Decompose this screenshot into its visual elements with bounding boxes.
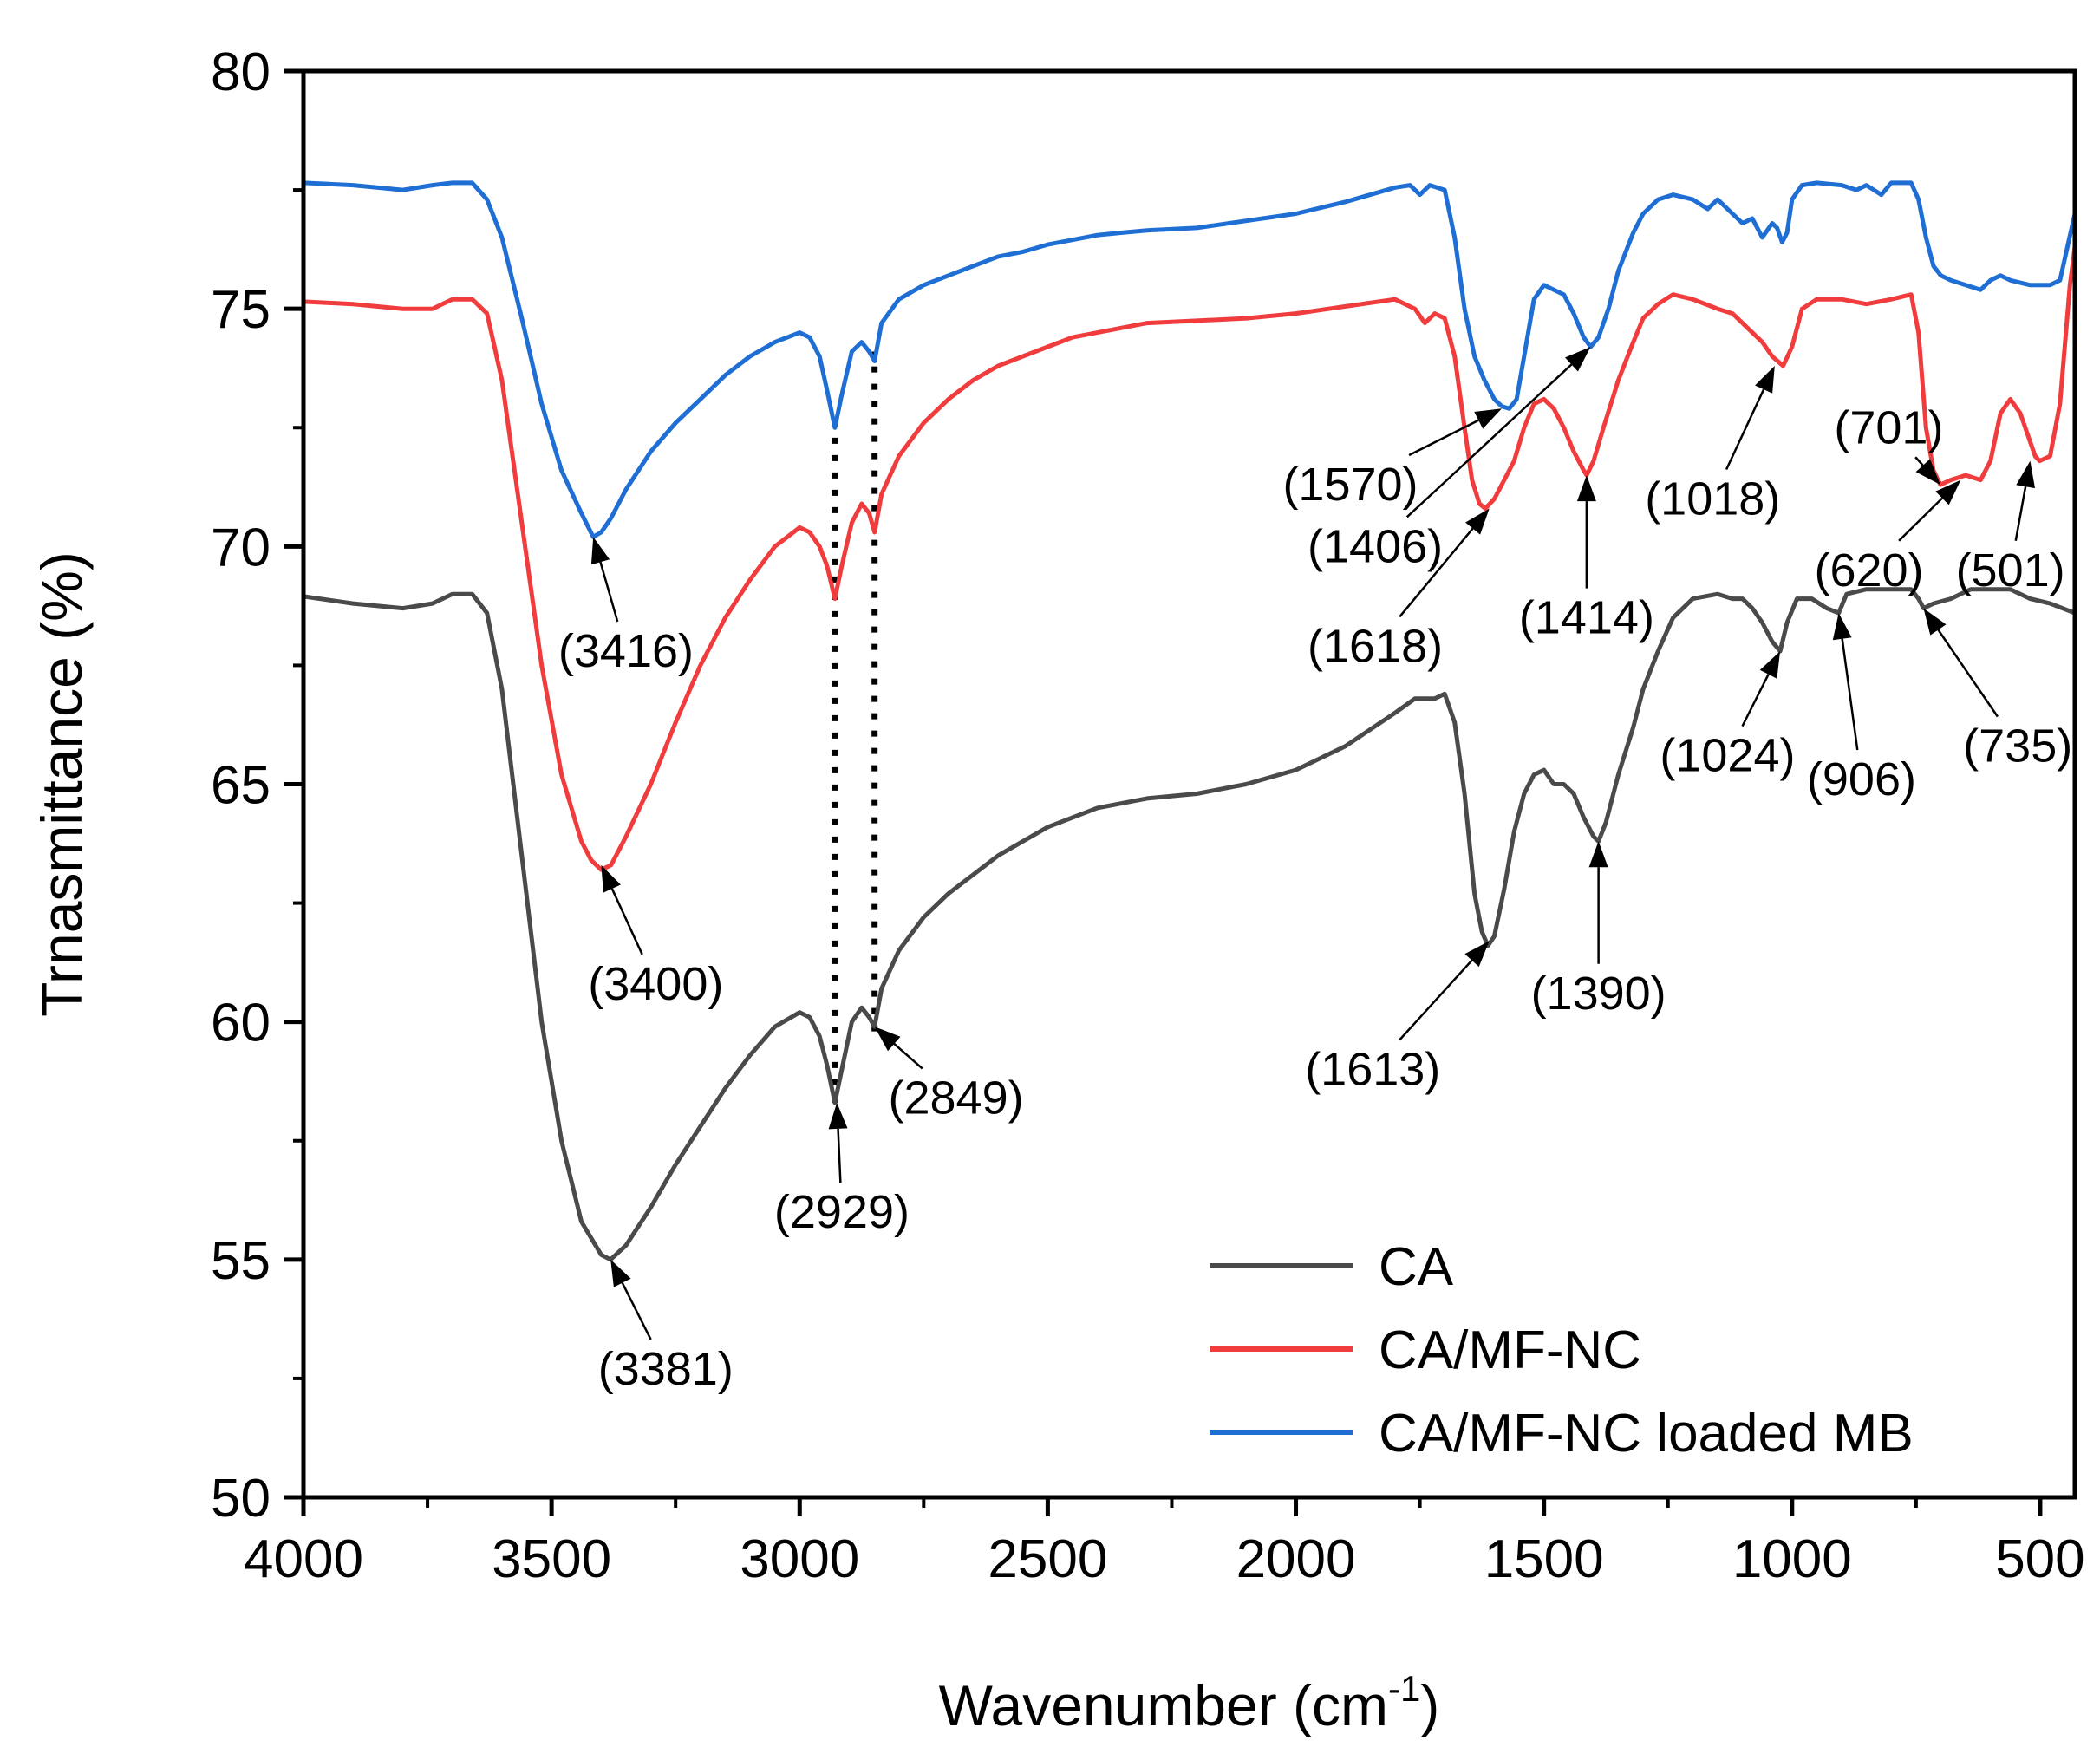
peak-label-14: (1613) bbox=[1305, 1044, 1440, 1096]
x-tick-label-1000: 1000 bbox=[1732, 1529, 1852, 1589]
x-tick-label-500: 500 bbox=[1995, 1529, 2084, 1589]
peak-arrow-head-4 bbox=[828, 1102, 848, 1130]
y-tick-label-80: 80 bbox=[211, 42, 271, 102]
peak-label-3: (3381) bbox=[598, 1343, 734, 1395]
peak-arrow-head-10 bbox=[1755, 366, 1775, 394]
y-tick-label-65: 65 bbox=[211, 756, 271, 816]
peak-arrow-head-18 bbox=[1923, 608, 1947, 636]
peak-arrow-head-17 bbox=[1832, 613, 1852, 641]
series-line-1 bbox=[303, 587, 2076, 1262]
peak-arrow-head-13 bbox=[2016, 460, 2035, 489]
y-axis-title: Trnasmittance (%) bbox=[29, 551, 94, 1017]
peak-arrow-head-15 bbox=[1588, 841, 1608, 868]
peak-arrow-head-7 bbox=[1565, 347, 1591, 372]
peak-label-2: (3400) bbox=[588, 958, 723, 1010]
x-tick-label-3000: 3000 bbox=[740, 1529, 859, 1589]
peak-arrow-head-14 bbox=[1464, 941, 1490, 968]
peak-annotations: (3416) (3400) (3381) (2929) (2849) (1570) (140… bbox=[558, 347, 2072, 1395]
peak-arrow-line-2 bbox=[610, 888, 643, 955]
x-axis-title-main: Wavenumber (cm bbox=[939, 1673, 1388, 1737]
y-tick-label-60: 60 bbox=[211, 994, 271, 1053]
peak-label-13: (501) bbox=[1956, 544, 2065, 596]
legend-label-2: CA/MF-NC bbox=[1379, 1320, 1641, 1380]
y-tick-label-75: 75 bbox=[211, 280, 271, 340]
peak-label-10: (1018) bbox=[1645, 473, 1780, 525]
x-axis-title-sup: -1 bbox=[1388, 1668, 1420, 1709]
peak-label-7: (1406) bbox=[1308, 520, 1443, 572]
peak-arrow-head-5 bbox=[874, 1027, 901, 1052]
x-axis-title: Wavenumber (cm-1) bbox=[939, 1668, 1440, 1737]
peak-label-1: (3416) bbox=[558, 625, 694, 677]
peak-arrow-head-11 bbox=[1915, 459, 1940, 486]
peak-arrow-line-17 bbox=[1841, 638, 1859, 751]
peak-label-4: (2929) bbox=[774, 1186, 910, 1238]
peak-arrow-head-3 bbox=[610, 1259, 631, 1287]
peak-arrow-line-16 bbox=[1741, 674, 1770, 727]
peak-arrow-line-4 bbox=[837, 1128, 842, 1183]
peak-label-16: (1024) bbox=[1660, 730, 1795, 782]
peak-label-5: (2849) bbox=[888, 1072, 1023, 1124]
peak-arrow-head-9 bbox=[1576, 475, 1596, 502]
peak-arrow-head-16 bbox=[1759, 651, 1781, 679]
peak-arrow-head-12 bbox=[1935, 479, 1961, 505]
peak-arrow-head-6 bbox=[1474, 408, 1502, 429]
peak-arrow-line-1 bbox=[599, 561, 619, 623]
peak-label-11: (701) bbox=[1834, 401, 1943, 453]
series-line-3 bbox=[303, 180, 2077, 539]
peak-label-15: (1390) bbox=[1531, 968, 1666, 1020]
peak-label-9: (1414) bbox=[1519, 592, 1654, 644]
peak-arrow-line-12 bbox=[1898, 497, 1943, 542]
peak-arrow-line-8 bbox=[1399, 527, 1474, 618]
peak-arrow-line-6 bbox=[1408, 419, 1479, 457]
peak-arrow-line-5 bbox=[893, 1042, 923, 1070]
peak-arrow-line-10 bbox=[1725, 388, 1765, 471]
peak-label-12: (620) bbox=[1814, 544, 1923, 596]
x-tick-label-1500: 1500 bbox=[1484, 1529, 1604, 1589]
legend-label-1: CA bbox=[1379, 1237, 1454, 1297]
peak-arrow-line-11 bbox=[1914, 456, 1924, 466]
legend-label-3: CA/MF-NC loaded MB bbox=[1379, 1404, 1914, 1463]
peak-label-18: (735) bbox=[1963, 720, 2072, 772]
peak-label-6: (1570) bbox=[1282, 459, 1418, 511]
guide-lines bbox=[832, 351, 878, 1103]
x-tick-label-2500: 2500 bbox=[988, 1529, 1107, 1589]
x-axis-title-close: ) bbox=[1420, 1673, 1439, 1737]
peak-arrow-line-18 bbox=[1937, 629, 1999, 718]
legend: CA CA/MF-NC CA/MF-NC loaded MB bbox=[1210, 1237, 1914, 1463]
peak-arrow-line-13 bbox=[2014, 486, 2027, 541]
axis-ticks: 4000 3500 3000 2500 2000 1500 1000 500 50 55 60 65 7… bbox=[211, 42, 2085, 1589]
x-tick-label-2000: 2000 bbox=[1236, 1529, 1356, 1589]
y-tick-label-55: 55 bbox=[211, 1231, 271, 1291]
y-tick-label-70: 70 bbox=[211, 518, 271, 577]
peak-arrow-line-7 bbox=[1405, 363, 1573, 518]
spectra-series bbox=[303, 180, 2077, 1262]
peak-arrow-line-14 bbox=[1399, 959, 1473, 1041]
peak-label-17: (906) bbox=[1807, 753, 1916, 805]
y-tick-label-50: 50 bbox=[211, 1469, 271, 1529]
peak-arrow-line-3 bbox=[621, 1282, 652, 1340]
peak-arrow-head-8 bbox=[1465, 508, 1490, 535]
peak-arrow-head-2 bbox=[601, 864, 621, 893]
x-tick-label-4000: 4000 bbox=[244, 1529, 363, 1589]
peak-arrow-head-1 bbox=[590, 537, 610, 565]
x-tick-label-3500: 3500 bbox=[492, 1529, 611, 1589]
peak-label-8: (1618) bbox=[1308, 620, 1443, 672]
